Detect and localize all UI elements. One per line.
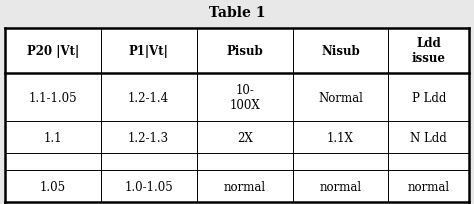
- Bar: [389, 170, 469, 202]
- Bar: [100, 170, 197, 202]
- Bar: [292, 29, 389, 73]
- Bar: [5, 153, 100, 170]
- Bar: [292, 122, 389, 153]
- Text: P1|Vt|: P1|Vt|: [129, 44, 169, 57]
- Bar: [5, 122, 100, 153]
- Bar: [292, 73, 389, 122]
- Text: Pisub: Pisub: [226, 44, 263, 57]
- Bar: [100, 29, 197, 73]
- Bar: [100, 153, 197, 170]
- Bar: [5, 73, 100, 122]
- Text: Table 1: Table 1: [209, 6, 265, 20]
- Bar: [197, 73, 292, 122]
- Text: normal: normal: [224, 180, 265, 193]
- Bar: [5, 29, 100, 73]
- Bar: [292, 170, 389, 202]
- Text: normal: normal: [319, 180, 362, 193]
- Text: 1.05: 1.05: [40, 180, 66, 193]
- Text: Nisub: Nisub: [321, 44, 360, 57]
- Text: P Ldd: P Ldd: [412, 91, 446, 104]
- Text: 1.2-1.3: 1.2-1.3: [128, 131, 169, 144]
- Text: 1.2-1.4: 1.2-1.4: [128, 91, 169, 104]
- Bar: [197, 122, 292, 153]
- Text: normal: normal: [408, 180, 450, 193]
- Text: 1.0-1.05: 1.0-1.05: [124, 180, 173, 193]
- Bar: [100, 73, 197, 122]
- Bar: [197, 170, 292, 202]
- Text: N Ldd: N Ldd: [410, 131, 447, 144]
- Bar: [389, 29, 469, 73]
- Text: 1.1-1.05: 1.1-1.05: [28, 91, 77, 104]
- Bar: [197, 153, 292, 170]
- Bar: [100, 122, 197, 153]
- Bar: [197, 29, 292, 73]
- Bar: [389, 153, 469, 170]
- Bar: [292, 153, 389, 170]
- Text: Normal: Normal: [318, 91, 363, 104]
- Text: 10-
100X: 10- 100X: [229, 84, 260, 111]
- Bar: [389, 122, 469, 153]
- Text: 1.1: 1.1: [44, 131, 62, 144]
- Text: P20 |Vt|: P20 |Vt|: [27, 44, 79, 57]
- Text: 2X: 2X: [237, 131, 253, 144]
- Text: Ldd
issue: Ldd issue: [412, 37, 446, 65]
- Text: 1.1X: 1.1X: [327, 131, 354, 144]
- Bar: [5, 170, 100, 202]
- Bar: [389, 73, 469, 122]
